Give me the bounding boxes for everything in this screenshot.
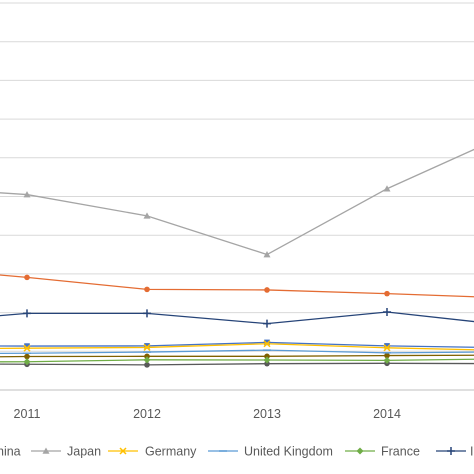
data-point (264, 339, 270, 346)
legend-item: Germany (108, 445, 197, 459)
data-point (383, 356, 391, 364)
legend-label: hina (0, 445, 21, 459)
data-point (383, 308, 391, 317)
data-point (384, 352, 390, 359)
data-point (263, 340, 271, 348)
data-point (263, 319, 271, 328)
series-i (0, 308, 474, 328)
legend-label: Germany (145, 445, 197, 459)
legend-marker (447, 447, 455, 455)
legend-item: United Kingdom (208, 445, 333, 459)
series-line (0, 354, 474, 358)
data-point (384, 343, 390, 349)
series-united-kingdom (0, 349, 474, 355)
series-layer (0, 148, 474, 368)
x-axis-tick-labels: 2011 2012 2013 2014 (14, 407, 401, 421)
legend-item: Japan (31, 445, 101, 459)
legend: hina Japan Germany United Kingdom France I (0, 445, 473, 459)
series-series-8 (0, 352, 474, 360)
legend-label: France (381, 445, 420, 459)
series-china (0, 274, 474, 298)
data-point (23, 309, 31, 318)
data-point (143, 356, 151, 364)
data-point (144, 362, 150, 368)
data-point (143, 309, 151, 318)
legend-marker (119, 447, 127, 455)
data-point (263, 356, 271, 364)
data-point (264, 287, 270, 293)
legend-label: Japan (67, 445, 101, 459)
series-line (0, 358, 474, 363)
legend-label: United Kingdom (244, 445, 333, 459)
data-point (264, 360, 270, 367)
series-line (0, 148, 474, 256)
legend-item: France (345, 445, 420, 459)
series-line (0, 274, 474, 298)
x-tick-label: 2014 (373, 407, 401, 421)
data-point (144, 286, 150, 293)
series-line (0, 362, 474, 366)
data-point (23, 344, 31, 352)
legend-item: hina (0, 445, 21, 459)
data-point (24, 274, 30, 281)
series-france (0, 356, 474, 366)
data-point (24, 353, 30, 360)
x-tick-label: 2011 (14, 407, 41, 421)
x-tick-label: 2013 (253, 407, 281, 421)
gridlines (0, 2, 474, 352)
series-line (0, 349, 474, 355)
legend-marker (356, 447, 364, 455)
series-japan (0, 148, 474, 258)
data-point (143, 343, 151, 351)
legend-marker (42, 447, 50, 454)
data-point (143, 212, 151, 219)
data-point (144, 343, 150, 349)
series-line (0, 343, 474, 351)
legend-item: I (436, 445, 473, 459)
data-point (383, 344, 391, 352)
data-point (384, 290, 390, 297)
x-tick-label: 2012 (133, 407, 161, 421)
data-point (23, 191, 31, 198)
series-series-7 (0, 339, 474, 349)
data-point (23, 358, 31, 366)
series-germany (0, 340, 474, 352)
data-point (24, 343, 30, 349)
data-point (263, 251, 271, 258)
series-line (0, 311, 474, 325)
data-point (264, 353, 270, 360)
data-point (383, 185, 391, 192)
legend-label: I (470, 445, 473, 459)
series-line (0, 341, 474, 348)
